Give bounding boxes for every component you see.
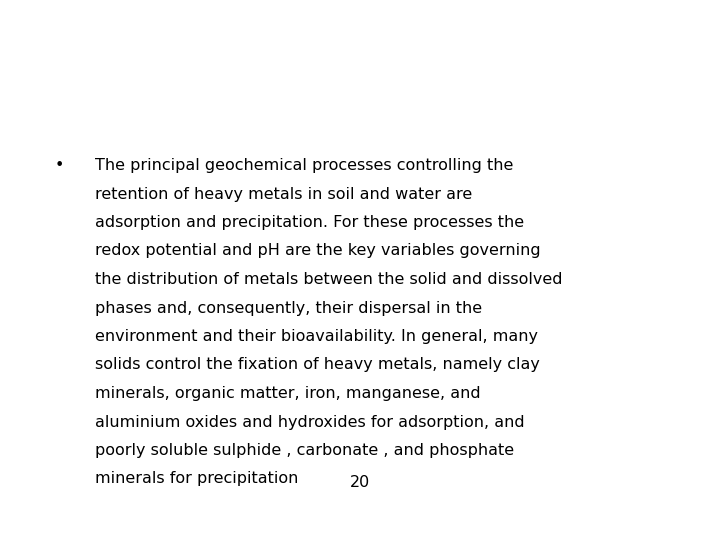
Text: the distribution of metals between the solid and dissolved: the distribution of metals between the s… [95,272,562,287]
Text: redox potential and pH are the key variables governing: redox potential and pH are the key varia… [95,244,541,259]
Text: retention of heavy metals in soil and water are: retention of heavy metals in soil and wa… [95,186,472,201]
Text: phases and, consequently, their dispersal in the: phases and, consequently, their dispersa… [95,300,482,315]
Text: The principal geochemical processes controlling the: The principal geochemical processes cont… [95,158,513,173]
Text: 20: 20 [350,475,370,490]
Text: minerals for precipitation: minerals for precipitation [95,471,298,487]
Text: •: • [55,158,64,173]
Text: aluminium oxides and hydroxides for adsorption, and: aluminium oxides and hydroxides for adso… [95,415,525,429]
Text: minerals, organic matter, iron, manganese, and: minerals, organic matter, iron, manganes… [95,386,481,401]
Text: solids control the fixation of heavy metals, namely clay: solids control the fixation of heavy met… [95,357,540,373]
Text: poorly soluble sulphide , carbonate , and phosphate: poorly soluble sulphide , carbonate , an… [95,443,514,458]
Text: environment and their bioavailability. In general, many: environment and their bioavailability. I… [95,329,538,344]
Text: adsorption and precipitation. For these processes the: adsorption and precipitation. For these … [95,215,524,230]
